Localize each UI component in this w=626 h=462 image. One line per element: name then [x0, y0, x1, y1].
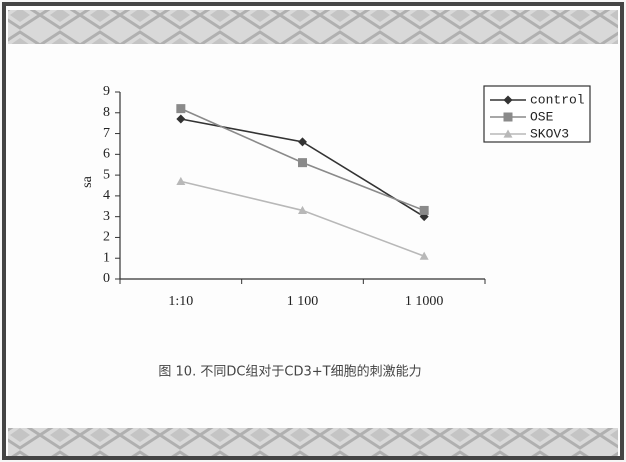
- y-tick-label: 8: [103, 105, 110, 120]
- top-band: [8, 10, 618, 44]
- legend-label: SKOV3: [530, 126, 569, 141]
- bottom-band: [8, 428, 618, 456]
- marker: [504, 113, 513, 122]
- slide: 0 1 2 3 4 5 6 7 8 9 1:10 1 100 1 1000 sa control OSE SK…: [0, 0, 626, 462]
- y-tick-label: 4: [103, 188, 110, 203]
- x-tick-label: 1:10: [168, 294, 193, 309]
- frame: [4, 4, 622, 458]
- y-tick-label: 2: [103, 230, 110, 245]
- y-tick-label: 5: [103, 167, 110, 182]
- marker: [176, 104, 185, 113]
- caption: 图 10. 不同DC组对于CD3+T细胞的刺激能力: [158, 364, 421, 380]
- y-axis-label: sa: [80, 175, 95, 187]
- legend-label: OSE: [530, 109, 554, 124]
- y-tick-label: 6: [103, 147, 110, 162]
- y-tick-label: 3: [103, 209, 110, 224]
- y-tick-label: 1: [103, 250, 110, 265]
- x-tick-label: 1 1000: [405, 294, 444, 309]
- legend: control OSE SKOV3: [484, 86, 590, 142]
- y-tick-label: 9: [103, 84, 110, 99]
- x-tick-label: 1 100: [287, 294, 319, 309]
- marker: [298, 158, 307, 167]
- y-tick-label: 0: [103, 271, 110, 286]
- marker: [420, 206, 429, 215]
- y-tick-label: 7: [103, 126, 110, 141]
- legend-label: control: [530, 92, 585, 107]
